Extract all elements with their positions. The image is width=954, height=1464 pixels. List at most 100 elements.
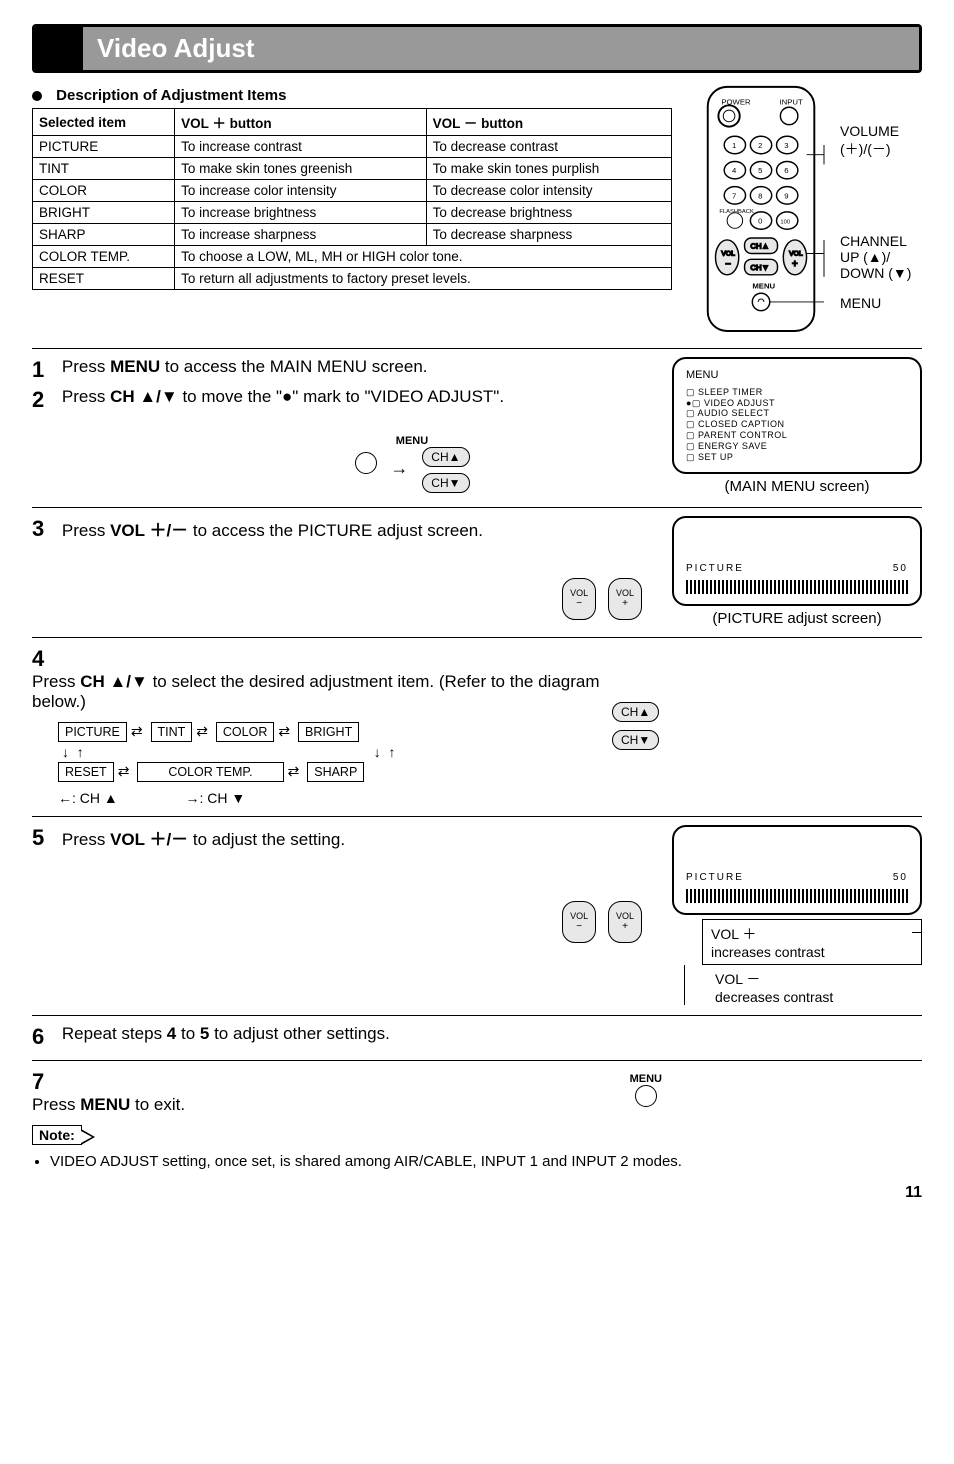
main-menu-screen: MENU ▢ SLEEP TIMER ●▢ VIDEO ADJUST ▢ AUD… — [672, 357, 922, 475]
flow-item: COLOR — [216, 722, 274, 742]
menu-item: PARENT CONTROL — [698, 430, 787, 440]
td: COLOR TEMP. — [33, 246, 175, 268]
ch-up-button[interactable]: CH▲ — [612, 702, 659, 722]
td: To decrease sharpness — [426, 224, 671, 246]
note-text: VIDEO ADJUST setting, once set, is share… — [50, 1153, 922, 1170]
step-number: 2 — [32, 387, 58, 413]
menu-button-icon[interactable] — [355, 452, 377, 474]
svg-text:VOL: VOL — [721, 250, 735, 257]
svg-text:+: + — [792, 259, 798, 270]
bullet-icon — [32, 91, 42, 101]
svg-text:100: 100 — [780, 219, 790, 225]
svg-text:CH▼: CH▼ — [750, 263, 769, 272]
td: To decrease color intensity — [426, 180, 671, 202]
menu-btn-label: MENU — [630, 1073, 662, 1085]
picture-bar-icon — [686, 580, 908, 594]
note-label: Note: — [32, 1125, 82, 1145]
picture-caption: (PICTURE adjust screen) — [672, 610, 922, 627]
menu-item: AUDIO SELECT — [698, 408, 770, 418]
adjustment-table: Selected item VOL ＋ button VOL － button … — [32, 108, 672, 290]
volume-label: VOLUME — [840, 123, 899, 139]
svg-text:4: 4 — [732, 166, 737, 175]
section-heading-text: Description of Adjustment Items — [56, 87, 286, 104]
td: To choose a LOW, ML, MH or HIGH color to… — [175, 246, 672, 268]
td: PICTURE — [33, 136, 175, 158]
flow-item: COLOR TEMP. — [137, 762, 283, 782]
menu-callout: MENU — [840, 295, 881, 311]
page-title-bar: Video Adjust — [32, 24, 922, 73]
vol-minus-annotation: VOL － decreases contrast — [684, 965, 922, 1005]
picture-adjust-screen: PICTURE 50 — [672, 516, 922, 606]
step-number: 4 — [32, 646, 58, 672]
menu-item: VIDEO ADJUST — [704, 398, 775, 408]
vol-plus-button[interactable]: VOL+ — [608, 901, 642, 943]
menu-item: SLEEP TIMER — [698, 387, 763, 397]
svg-text:−: − — [725, 259, 731, 270]
td: RESET — [33, 268, 175, 290]
picture-value: 50 — [893, 563, 908, 574]
svg-text:2: 2 — [758, 141, 762, 150]
channel-up-label: UP (▲)/ — [840, 249, 911, 265]
vol-minus-button[interactable]: VOL− — [562, 578, 596, 620]
step-text: Repeat steps 4 to 5 to adjust other sett… — [62, 1024, 642, 1044]
channel-label: CHANNEL — [840, 233, 911, 249]
flow-item: BRIGHT — [298, 722, 359, 742]
flow-item: PICTURE — [58, 722, 127, 742]
ch-down-button[interactable]: CH▼ — [612, 730, 659, 750]
svg-text:VOL: VOL — [789, 250, 803, 257]
td: COLOR — [33, 180, 175, 202]
step-number: 7 — [32, 1069, 58, 1095]
svg-text:5: 5 — [758, 166, 762, 175]
step-text: Press MENU to access the MAIN MENU scree… — [62, 357, 642, 377]
th-vol-minus: VOL － button — [426, 109, 671, 136]
menu-item: CLOSED CAPTION — [698, 419, 785, 429]
main-menu-caption: (MAIN MENU screen) — [672, 478, 922, 495]
picture-label: PICTURE — [686, 563, 744, 574]
page-title: Video Adjust — [83, 27, 919, 70]
flow-item: SHARP — [307, 762, 364, 782]
td: To return all adjustments to factory pre… — [175, 268, 672, 290]
picture-bar-icon — [686, 889, 908, 903]
td: To decrease contrast — [426, 136, 671, 158]
picture-label: PICTURE — [686, 872, 744, 883]
step-text: Press VOL ＋/－ to adjust the setting. — [62, 825, 642, 850]
menu-button-icon[interactable] — [635, 1085, 657, 1107]
flow-item: TINT — [151, 722, 193, 742]
step-text: Press CH ▲/▼ to move the "●" mark to "VI… — [62, 387, 642, 407]
svg-text:CH▲: CH▲ — [750, 242, 769, 251]
menu-item: SET UP — [698, 452, 733, 462]
svg-text:8: 8 — [758, 191, 762, 200]
vol-plus-annotation: VOL ＋ increases contrast — [702, 919, 922, 965]
picture-adjust-screen: PICTURE 50 — [672, 825, 922, 915]
section-heading: Description of Adjustment Items — [32, 87, 672, 104]
flow-legend-left: ←: CH ▲ — [58, 790, 118, 806]
menu-btn-label: MENU — [396, 435, 428, 447]
td: To make skin tones purplish — [426, 158, 671, 180]
vol-plus-button[interactable]: VOL+ — [608, 578, 642, 620]
step-number: 6 — [32, 1024, 58, 1050]
flow-legend-right: →: CH ▼ — [186, 790, 246, 806]
th-item: Selected item — [33, 109, 175, 136]
menu-item: ENERGY SAVE — [698, 441, 767, 451]
svg-text:9: 9 — [784, 191, 788, 200]
td: SHARP — [33, 224, 175, 246]
td: To make skin tones greenish — [175, 158, 427, 180]
svg-text:7: 7 — [732, 191, 736, 200]
td: To increase contrast — [175, 136, 427, 158]
picture-value: 50 — [893, 872, 908, 883]
menu-screen-title: MENU — [686, 369, 908, 381]
svg-text:0: 0 — [758, 216, 762, 225]
volume-symbols: (＋)/(－) — [840, 139, 899, 159]
ch-up-button[interactable]: CH▲ — [422, 447, 469, 467]
step-text: Press VOL ＋/－ to access the PICTURE adju… — [62, 516, 642, 541]
th-vol-plus: VOL ＋ button — [175, 109, 427, 136]
step-text: Press MENU to exit. — [32, 1095, 612, 1115]
td: To decrease brightness — [426, 202, 671, 224]
svg-text:1: 1 — [732, 141, 736, 150]
td: To increase color intensity — [175, 180, 427, 202]
svg-text:MENU: MENU — [752, 281, 775, 290]
step-text: Press CH ▲/▼ to select the desired adjus… — [32, 672, 612, 712]
step-number: 1 — [32, 357, 58, 383]
ch-down-button[interactable]: CH▼ — [422, 473, 469, 493]
vol-minus-button[interactable]: VOL− — [562, 901, 596, 943]
